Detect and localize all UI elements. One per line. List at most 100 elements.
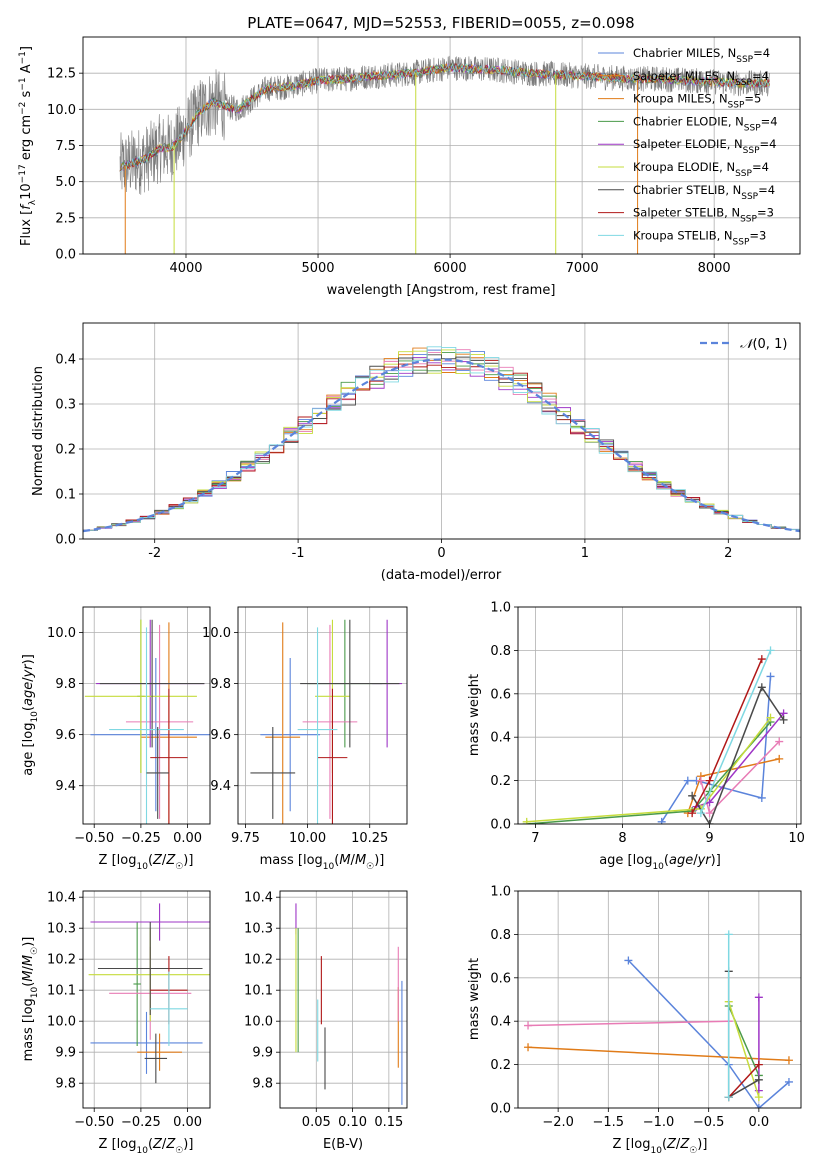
y-tick-label: 9.4 [55, 779, 76, 794]
y-tick-label: 9.8 [55, 1077, 76, 1092]
series-marker [757, 683, 766, 692]
y-tick-label: 0.4 [490, 1015, 511, 1030]
x-tick-label: 6000 [434, 261, 467, 276]
x-tick-label: −1.5 [593, 1115, 625, 1130]
series-marker [757, 793, 766, 802]
legend-label: Chabrier STELIB, NSSP=4 [633, 183, 775, 202]
series-line [727, 1001, 760, 1098]
series-marker [705, 798, 714, 807]
y-axis-label: mass weight [467, 958, 482, 1040]
series-marker [766, 672, 775, 681]
y-tick-label: 0.8 [490, 644, 511, 659]
y-tick-label: 10.2 [244, 953, 273, 968]
y-tick-label: 0.8 [490, 928, 511, 943]
observed-spectrum [119, 55, 770, 195]
axes-mass_vs_ebv: 0.05 0.10 0.15 9.8 9.9 10.0 10.1 10.2 10.3 10.4 [244, 890, 408, 1130]
model-spectrum [119, 62, 770, 172]
y-tick-label: 7.5 [55, 139, 76, 154]
y-tick-label: 10.0 [47, 103, 76, 118]
histogram-step [83, 346, 800, 539]
y-axis-label: Flux [fλ10−17 erg cm−2 s−1 A−1] [18, 46, 38, 246]
legend-label: Salpeter ELODIE, NSSP=4 [633, 137, 776, 156]
series-marker [779, 715, 788, 724]
y-tick-label: 9.8 [252, 1077, 273, 1092]
series-marker [524, 1021, 533, 1030]
x-axis-label: E(B-V) [323, 1137, 363, 1152]
series-line [527, 1020, 729, 1027]
y-tick-label: 9.6 [210, 728, 231, 743]
y-tick-label: 1.0 [490, 885, 511, 900]
series-marker [657, 817, 666, 824]
plot-area-residuals [83, 346, 800, 539]
series-marker [696, 776, 705, 785]
figure-title: PLATE=0647, MJD=52553, FIBERID=0055, z=0… [247, 14, 634, 32]
series-marker [754, 1060, 763, 1069]
plot-area-mass_weight_vs_age [522, 646, 788, 824]
y-tick-label: 10.3 [47, 922, 76, 937]
legend-label: 𝒩(0, 1) [740, 337, 787, 352]
x-axis-label: (data-model)/error [381, 568, 502, 583]
x-tick-label: -1 [292, 546, 305, 561]
y-tick-label: 10.0 [244, 1015, 273, 1030]
series-marker [705, 809, 714, 818]
series-marker [624, 956, 633, 965]
legend-label: Salpeter MILES, NSSP=4 [633, 69, 769, 88]
legend-label: Chabrier MILES, NSSP=4 [633, 46, 770, 65]
x-tick-label: 8000 [698, 261, 731, 276]
y-tick-label: 0.0 [490, 818, 511, 833]
y-tick-label: 9.9 [252, 1046, 273, 1061]
y-axis-label: Normed distribution [31, 366, 46, 496]
y-tick-label: 0.0 [55, 248, 76, 263]
x-tick-label: 0.05 [302, 1115, 331, 1130]
normal-curve [83, 358, 800, 533]
series-line [527, 1046, 790, 1062]
y-tick-label: 0.6 [490, 687, 511, 702]
x-tick-label: 0 [437, 546, 445, 561]
series-marker [705, 820, 714, 824]
y-tick-label: 10.3 [244, 922, 273, 937]
series-marker [688, 791, 697, 800]
series-marker [754, 1075, 763, 1084]
axes-spectrum: 4000 5000 6000 7000 8000 0.0 2.5 5.0 7.5 10.0 12.5 [47, 36, 801, 276]
series-marker [705, 776, 714, 785]
x-tick-label: 0.0 [749, 1115, 770, 1130]
x-tick-label: 9.75 [231, 831, 260, 846]
plot-area-mass_weight_vs_Z [524, 930, 793, 1108]
y-tick-label: 10.0 [202, 626, 231, 641]
plot-area-mass_vs_ebv [295, 903, 403, 1105]
series-marker [688, 809, 697, 818]
legend-label: Kroupa ELODIE, NSSP=4 [633, 160, 769, 179]
legend-spectrum: Chabrier MILES, NSSP=4 Salpeter MILES, NS… [598, 46, 778, 247]
x-axis-label: mass [log10(M/M☉)] [260, 853, 385, 872]
x-tick-label: −1.0 [643, 1115, 675, 1130]
x-tick-label: 7000 [566, 261, 599, 276]
axes-frame [237, 606, 408, 825]
x-tick-label: 1 [581, 546, 589, 561]
y-tick-label: 9.6 [55, 728, 76, 743]
plot-area-mass_vs_Z [88, 903, 210, 1084]
x-axis-label: Z [log10(Z/Z☉)] [613, 1137, 708, 1156]
y-tick-label: 10.1 [47, 984, 76, 999]
y-tick-label: 2.5 [55, 211, 76, 226]
y-tick-label: 10.2 [47, 953, 76, 968]
y-tick-label: 0.2 [490, 774, 511, 789]
x-tick-label: 0.00 [173, 1115, 202, 1130]
series-line [728, 1064, 760, 1098]
series-marker [784, 1077, 793, 1086]
y-tick-label: 0.1 [55, 488, 76, 503]
axes-age_vs_mass: 9.75 10.00 10.25 9.4 9.6 9.8 10.0 [202, 606, 408, 846]
y-tick-label: 10.0 [47, 1015, 76, 1030]
x-tick-label: −0.50 [74, 831, 114, 846]
plot-area-age_vs_mass [250, 619, 403, 824]
x-tick-label: 0.10 [338, 1115, 367, 1130]
series-line [727, 971, 760, 1099]
series-marker [766, 713, 775, 722]
x-axis-label: Z [log10(Z/Z☉)] [99, 853, 194, 872]
y-tick-label: 0.4 [55, 353, 76, 368]
y-tick-label: 1.0 [490, 601, 511, 616]
series-marker [724, 930, 733, 939]
y-tick-label: 12.5 [47, 67, 76, 82]
x-axis-label: age [log10(age/yr)] [599, 853, 721, 872]
x-tick-label: 0.15 [374, 1115, 403, 1130]
y-tick-label: 5.0 [55, 175, 76, 190]
